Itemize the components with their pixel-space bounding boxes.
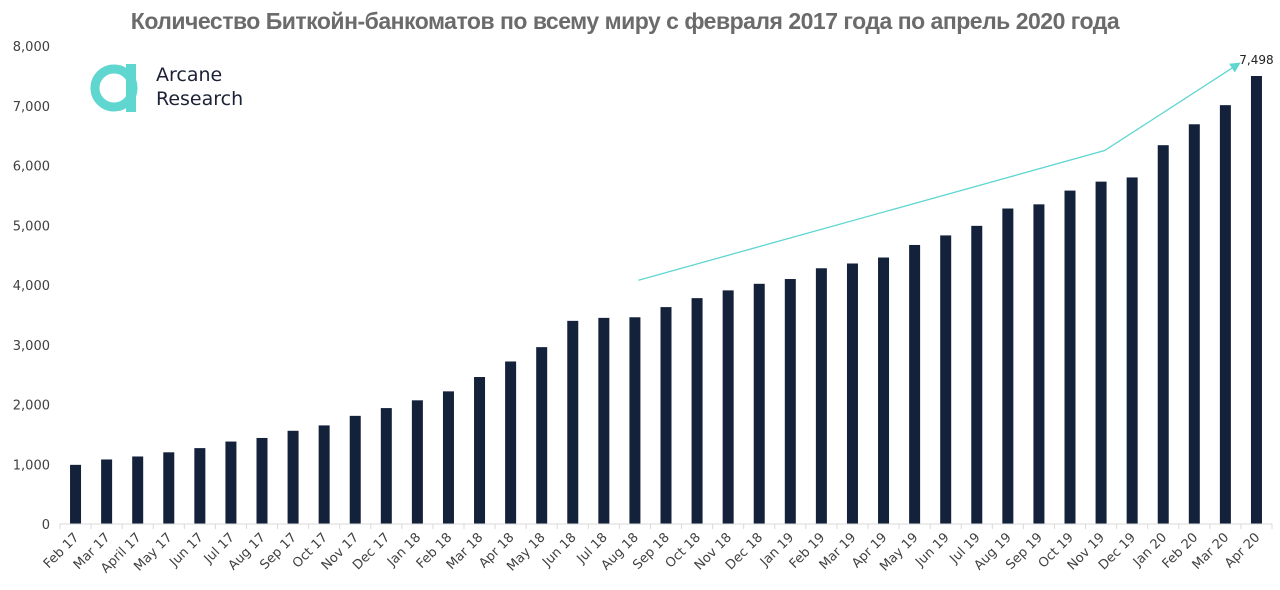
- y-axis: 0 1,000 2,000 3,000 4,000 5,000 6,000 7,000 8,00…: [13, 40, 50, 533]
- bar: [1157, 145, 1169, 524]
- bar: [971, 225, 983, 524]
- bar: [411, 400, 423, 524]
- bar: [1219, 105, 1231, 524]
- bar: [1095, 181, 1107, 524]
- y-tick-label: 7,000: [13, 100, 50, 115]
- bar: [1064, 190, 1076, 524]
- bar: [505, 361, 517, 524]
- bar: [629, 317, 641, 524]
- data-label: 7,498: [1239, 53, 1273, 67]
- bars: [70, 75, 1262, 525]
- bar: [287, 430, 299, 524]
- logo-text-line2: Research: [156, 88, 244, 110]
- x-tick-label: Jun 18: [539, 530, 579, 570]
- bar: [70, 464, 82, 524]
- bar: [909, 244, 921, 524]
- bar: [846, 263, 858, 524]
- y-tick-label: 0: [42, 518, 50, 533]
- y-tick-label: 3,000: [13, 339, 50, 354]
- bar: [784, 279, 796, 524]
- x-tick-label: Jun 19: [912, 530, 952, 570]
- bar: [567, 320, 579, 524]
- bar: [940, 235, 952, 524]
- bar: [132, 456, 144, 524]
- bar: [722, 290, 734, 524]
- y-tick-label: 6,000: [13, 160, 50, 175]
- trend-arrow: [638, 62, 1241, 281]
- bar: [474, 377, 486, 524]
- bar: [194, 448, 206, 524]
- bar: [878, 257, 890, 524]
- bar: [598, 317, 610, 524]
- bar: [691, 298, 703, 524]
- bar: [1126, 177, 1138, 524]
- bar: [660, 307, 672, 524]
- x-tick-label: Apr 20: [1222, 530, 1263, 571]
- y-tick-label: 1,000: [13, 458, 50, 473]
- y-tick-label: 8,000: [13, 40, 50, 55]
- arcane-research-logo: Arcane Research: [88, 60, 288, 120]
- bar: [225, 441, 237, 524]
- x-tick-label: Jun 17: [166, 530, 206, 570]
- y-tick-label: 4,000: [13, 279, 50, 294]
- bar: [163, 452, 175, 524]
- bar: [1033, 204, 1045, 524]
- bar: [753, 283, 765, 524]
- bar: [815, 268, 827, 524]
- y-tick-label: 2,000: [13, 399, 50, 414]
- logo-text-line1: Arcane: [156, 64, 223, 86]
- annotations: 7,498: [638, 53, 1274, 281]
- bar: [536, 347, 548, 524]
- bar: [101, 459, 113, 524]
- bar: [1188, 124, 1200, 525]
- arcane-logo-icon: [90, 64, 138, 112]
- bar: [349, 415, 361, 524]
- bar: [1002, 208, 1014, 524]
- y-tick-label: 5,000: [13, 219, 50, 234]
- chart-title: Количество Биткойн-банкоматов по всему м…: [130, 8, 1120, 34]
- bar: [380, 408, 392, 524]
- bar: [318, 425, 330, 524]
- bar: [442, 391, 454, 524]
- bar: [256, 437, 268, 524]
- bar: [1250, 75, 1262, 524]
